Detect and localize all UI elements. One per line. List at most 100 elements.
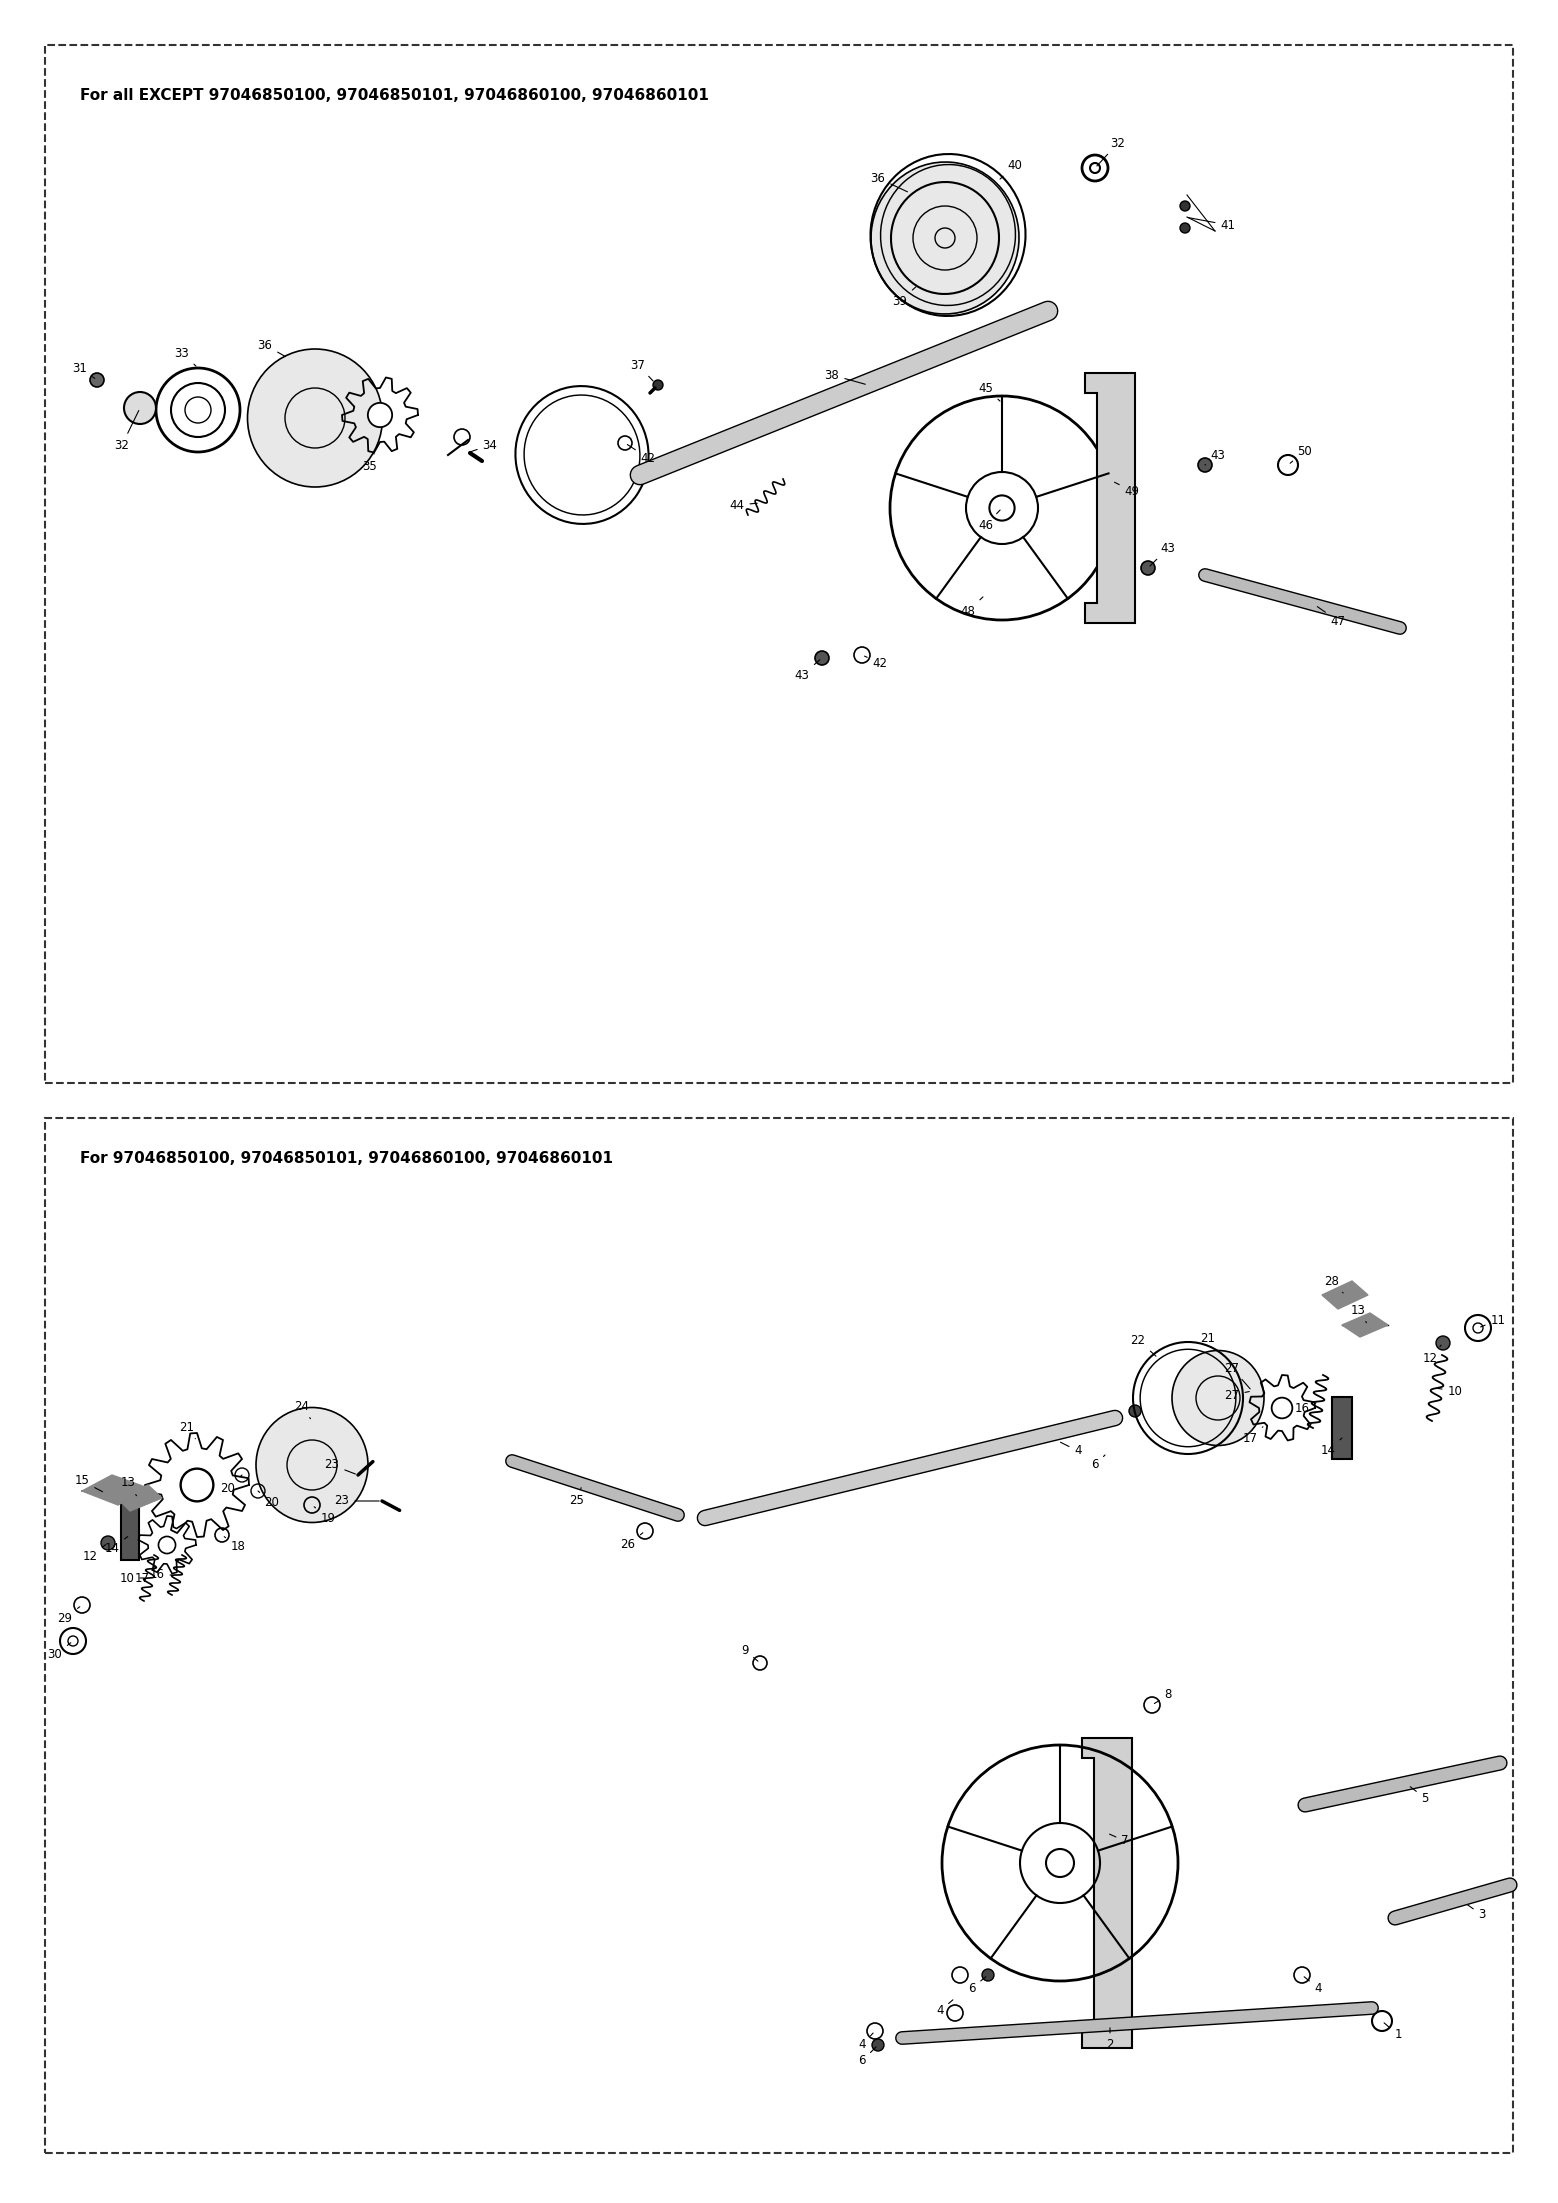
Text: 10: 10 (1438, 1383, 1463, 1397)
Text: 11: 11 (1480, 1313, 1505, 1326)
Text: 16: 16 (1295, 1401, 1317, 1414)
Circle shape (1373, 2011, 1391, 2031)
Polygon shape (117, 1485, 162, 1511)
Text: 7: 7 (1109, 1835, 1128, 1848)
Circle shape (101, 1535, 115, 1551)
Text: 19: 19 (315, 1507, 335, 1524)
Text: 20: 20 (221, 1476, 241, 1494)
Ellipse shape (256, 1408, 368, 1522)
Text: 39: 39 (893, 286, 916, 308)
Circle shape (1278, 456, 1298, 476)
Text: 45: 45 (978, 381, 1000, 401)
Text: 13: 13 (1351, 1304, 1366, 1322)
Text: 49: 49 (1114, 482, 1139, 498)
Text: 36: 36 (871, 172, 907, 192)
Text: 32: 32 (1097, 137, 1125, 165)
Circle shape (982, 1969, 994, 1980)
Circle shape (453, 430, 471, 445)
Text: 38: 38 (824, 368, 865, 383)
Text: 17: 17 (1242, 1428, 1264, 1445)
Text: 1: 1 (1384, 2022, 1402, 2042)
Polygon shape (83, 1476, 148, 1505)
Bar (45, 44, 1513, 1084)
Text: 14: 14 (104, 1538, 128, 1555)
Text: 40: 40 (1000, 159, 1022, 178)
Circle shape (1140, 562, 1154, 575)
Text: 29: 29 (58, 1606, 79, 1624)
Text: 4: 4 (858, 2033, 872, 2051)
Text: 21: 21 (179, 1421, 195, 1439)
Ellipse shape (248, 348, 383, 487)
Circle shape (1179, 223, 1190, 234)
Text: 12: 12 (83, 1544, 106, 1562)
Text: 2: 2 (1106, 2027, 1114, 2051)
Text: 21: 21 (1201, 1331, 1217, 1350)
Circle shape (1198, 458, 1212, 471)
Circle shape (1271, 1397, 1292, 1419)
Text: For all EXCEPT 97046850100, 97046850101, 97046860100, 97046860101: For all EXCEPT 97046850100, 97046850101,… (79, 88, 709, 104)
Bar (1332, 1397, 1352, 1458)
Text: 22: 22 (1131, 1333, 1156, 1357)
Text: 13: 13 (120, 1476, 137, 1496)
Text: 27: 27 (1225, 1388, 1250, 1401)
Text: 20: 20 (259, 1491, 279, 1509)
Text: 25: 25 (570, 1487, 584, 1507)
Polygon shape (1081, 1738, 1133, 2049)
Circle shape (637, 1522, 653, 1540)
Circle shape (1130, 1406, 1140, 1417)
Polygon shape (1323, 1280, 1368, 1309)
Text: 9: 9 (742, 1643, 757, 1661)
Text: 12: 12 (1422, 1346, 1441, 1364)
Text: 30: 30 (48, 1643, 70, 1661)
Text: 15: 15 (75, 1474, 103, 1491)
Text: 10: 10 (120, 1571, 145, 1584)
Bar (45, 1117, 1513, 2152)
Text: 42: 42 (628, 445, 656, 465)
Text: 26: 26 (620, 1533, 643, 1551)
Text: 31: 31 (73, 361, 95, 379)
Circle shape (159, 1535, 176, 1553)
Text: 27: 27 (1225, 1361, 1250, 1388)
Text: 42: 42 (865, 656, 888, 670)
Circle shape (181, 1469, 213, 1500)
Text: 4: 4 (936, 2000, 953, 2018)
Text: 33: 33 (174, 346, 196, 366)
Text: 48: 48 (961, 597, 983, 617)
Circle shape (90, 372, 104, 388)
Text: 3: 3 (1468, 1906, 1486, 1921)
Text: 43: 43 (1204, 449, 1226, 465)
Text: 36: 36 (257, 339, 285, 357)
Polygon shape (1084, 372, 1134, 623)
Text: 16: 16 (150, 1569, 173, 1582)
Text: 8: 8 (1154, 1687, 1172, 1703)
Text: 47: 47 (1317, 606, 1346, 628)
Text: 24: 24 (294, 1399, 310, 1419)
Circle shape (1179, 200, 1190, 211)
Text: 5: 5 (1410, 1787, 1429, 1804)
Text: 14: 14 (1321, 1439, 1341, 1458)
Text: 6: 6 (858, 2047, 876, 2066)
Text: 41: 41 (1187, 218, 1235, 231)
Text: For 97046850100, 97046850101, 97046860100, 97046860101: For 97046850100, 97046850101, 9704686010… (79, 1150, 612, 1165)
Text: 34: 34 (469, 438, 497, 452)
Circle shape (815, 652, 829, 665)
Text: 50: 50 (1290, 445, 1312, 463)
Circle shape (872, 2040, 883, 2051)
Ellipse shape (1172, 1350, 1264, 1445)
Text: 4: 4 (1061, 1443, 1081, 1458)
Text: 44: 44 (729, 498, 757, 511)
Circle shape (368, 403, 393, 427)
Bar (122, 1502, 139, 1560)
Text: 32: 32 (115, 410, 139, 452)
Ellipse shape (871, 163, 1019, 315)
Text: 6: 6 (968, 1976, 986, 1994)
Text: 23: 23 (324, 1458, 355, 1474)
Circle shape (989, 496, 1014, 520)
Circle shape (1045, 1848, 1073, 1877)
Text: 18: 18 (224, 1538, 246, 1553)
Text: 6: 6 (1091, 1454, 1105, 1472)
Polygon shape (1341, 1313, 1388, 1337)
Text: 37: 37 (631, 359, 653, 381)
Text: 43: 43 (795, 659, 820, 681)
Text: 28: 28 (1324, 1276, 1343, 1293)
